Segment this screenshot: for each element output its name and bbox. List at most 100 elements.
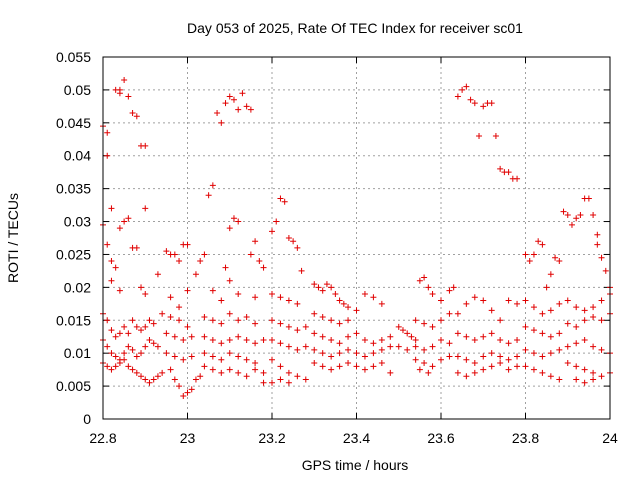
data-point: [336, 350, 343, 357]
data-point: [539, 330, 546, 337]
data-point: [552, 254, 559, 261]
data-point: [480, 353, 487, 360]
y-tick-label: 0.02: [64, 279, 91, 295]
data-point: [459, 86, 466, 93]
data-point: [252, 294, 259, 301]
data-point: [319, 363, 326, 370]
y-tick-label: 0.025: [56, 246, 91, 262]
data-point: [159, 310, 166, 317]
data-point: [387, 343, 394, 350]
data-point: [180, 356, 187, 363]
data-point: [154, 271, 161, 278]
data-point: [387, 369, 394, 376]
data-point: [539, 353, 546, 360]
data-point: [577, 211, 584, 218]
data-point: [294, 346, 301, 353]
data-point: [167, 366, 174, 373]
data-point: [454, 369, 461, 376]
data-point: [188, 386, 195, 393]
data-point: [142, 323, 149, 330]
data-point: [560, 208, 567, 215]
data-point: [497, 360, 504, 367]
data-point: [345, 304, 352, 311]
data-point: [361, 290, 368, 297]
data-point: [243, 373, 250, 380]
data-point: [421, 360, 428, 367]
data-point: [226, 337, 233, 344]
data-point: [150, 320, 157, 327]
data-point: [564, 320, 571, 327]
data-point: [547, 373, 554, 380]
data-point: [404, 330, 411, 337]
data-point: [497, 337, 504, 344]
data-point: [539, 369, 546, 376]
data-point: [133, 369, 140, 376]
data-point: [590, 369, 597, 376]
data-point: [488, 363, 495, 370]
data-point: [138, 327, 145, 334]
data-point: [201, 333, 208, 340]
data-point: [188, 353, 195, 360]
data-point: [530, 304, 537, 311]
data-point: [269, 356, 275, 363]
y-tick-label: 0.035: [56, 181, 91, 197]
data-point: [387, 333, 394, 340]
data-point: [353, 350, 360, 357]
data-point: [556, 346, 563, 353]
data-point: [429, 290, 436, 297]
data-point: [146, 337, 153, 344]
data-point: [302, 376, 309, 383]
data-point: [311, 346, 318, 353]
data-point: [594, 231, 601, 238]
data-point: [438, 356, 444, 363]
data-point: [361, 366, 368, 373]
data-point: [285, 343, 292, 350]
data-point: [294, 300, 301, 307]
data-point: [184, 241, 191, 248]
data-point: [353, 363, 360, 370]
data-point: [598, 317, 605, 324]
x-tick-label: 23.8: [512, 430, 539, 446]
data-point: [370, 350, 377, 357]
data-point: [226, 350, 233, 357]
data-point: [142, 205, 149, 212]
data-point: [129, 317, 136, 324]
data-point: [514, 300, 521, 307]
data-point: [112, 333, 119, 340]
data-point: [446, 287, 453, 294]
data-point: [290, 238, 297, 245]
data-point: [209, 337, 216, 344]
data-point: [454, 330, 461, 337]
data-point: [471, 360, 478, 367]
data-point: [543, 284, 550, 291]
data-point: [218, 119, 225, 126]
data-point: [425, 369, 432, 376]
data-point: [171, 353, 178, 360]
data-point: [121, 323, 128, 330]
data-point: [201, 363, 208, 370]
data-point: [429, 363, 436, 370]
data-point: [319, 350, 326, 357]
y-tick-label: 0.005: [56, 378, 91, 394]
data-point: [505, 356, 512, 363]
data-point: [412, 337, 419, 344]
data-point: [530, 350, 537, 357]
data-point: [277, 195, 284, 202]
data-point: [256, 258, 263, 265]
data-point: [581, 366, 588, 373]
data-point: [112, 363, 119, 370]
data-point: [235, 353, 242, 360]
data-point: [184, 389, 191, 396]
data-point: [429, 323, 436, 330]
data-point: [345, 317, 352, 324]
axis-ticks: 22.8 23 23.2 23.4 23.6 23.8 24 0 0.005 0.01 0.015 0…: [56, 49, 618, 446]
data-point: [454, 310, 461, 317]
data-point: [138, 373, 145, 380]
data-point: [108, 258, 115, 265]
data-point: [336, 363, 343, 370]
data-point: [104, 152, 111, 159]
data-point: [345, 346, 352, 353]
data-point: [315, 284, 322, 291]
data-point: [522, 323, 529, 330]
data-point: [192, 376, 199, 383]
